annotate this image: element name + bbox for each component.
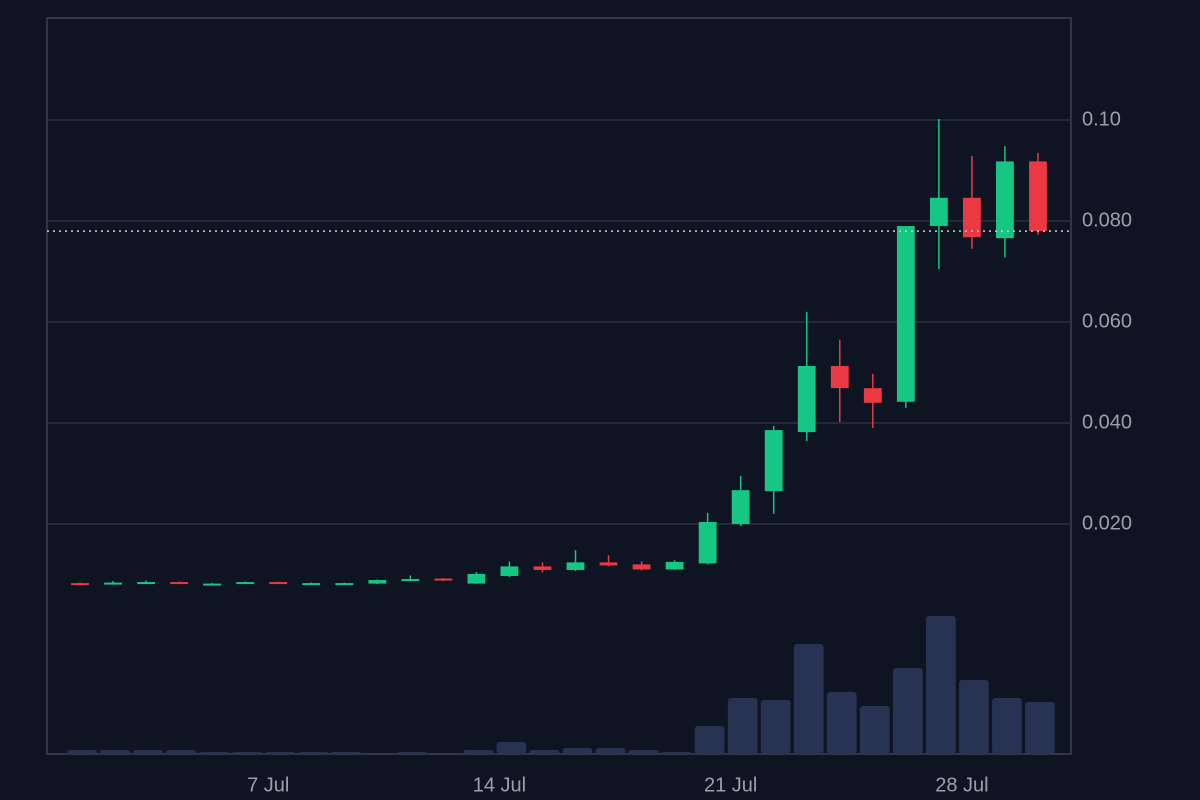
volume-bar xyxy=(694,726,725,754)
volume-bar xyxy=(959,680,989,754)
volume-bar xyxy=(100,750,130,754)
volume-bar xyxy=(926,616,956,754)
volume-bar xyxy=(595,748,626,754)
candle-body xyxy=(632,564,651,570)
x-tick-label: 7 Jul xyxy=(247,774,289,796)
candle-body xyxy=(896,226,915,402)
candle-body xyxy=(962,197,981,238)
candle-body xyxy=(929,197,948,227)
candle-body xyxy=(203,583,222,586)
candle-body xyxy=(236,582,255,585)
volume-bar xyxy=(529,750,560,754)
candle-body xyxy=(269,582,288,585)
volume-bar xyxy=(992,698,1022,754)
volume-bar xyxy=(331,752,362,754)
candle-body xyxy=(599,562,618,566)
candle-body xyxy=(137,582,156,585)
volume-bar xyxy=(859,706,890,754)
candle-body xyxy=(863,388,882,403)
volume-bar xyxy=(67,750,97,754)
volume-bar xyxy=(892,668,923,754)
volume-bar xyxy=(793,644,824,754)
y-tick-label: 0.040 xyxy=(1082,411,1132,433)
candle-body xyxy=(665,561,684,570)
candle-body xyxy=(467,573,486,584)
x-tick-label: 14 Jul xyxy=(473,774,526,796)
candle-body xyxy=(533,566,552,570)
candle-body xyxy=(401,579,420,582)
candle-body xyxy=(566,562,585,570)
y-tick-label: 0.080 xyxy=(1082,209,1132,231)
candle-body xyxy=(500,566,519,577)
volume-bar xyxy=(1025,702,1055,754)
y-tick-label: 0.020 xyxy=(1082,512,1132,534)
candle-body xyxy=(335,583,354,586)
volume-bar xyxy=(232,752,263,754)
volume-bar xyxy=(199,752,230,754)
candle-body xyxy=(71,583,89,586)
candle-body xyxy=(434,578,453,581)
volume-bar xyxy=(463,750,494,754)
volume-bar xyxy=(265,752,296,754)
volume-bar xyxy=(133,750,163,754)
y-tick-label: 0.060 xyxy=(1082,310,1132,332)
candle-body xyxy=(104,582,122,585)
x-tick-label: 21 Jul xyxy=(704,774,757,796)
candle-body xyxy=(830,365,849,389)
candle-body xyxy=(764,430,783,492)
volume-bar xyxy=(166,750,196,754)
volume-bar xyxy=(760,700,791,754)
volume-bar xyxy=(298,752,329,754)
volume-bar xyxy=(397,752,428,754)
x-tick-label: 28 Jul xyxy=(935,774,988,796)
plot-frame xyxy=(46,17,1072,755)
volume-bar xyxy=(661,752,692,754)
candle-body xyxy=(1029,161,1047,232)
candle-body xyxy=(731,490,750,524)
volume-bar xyxy=(562,748,593,754)
candle-body xyxy=(170,582,189,585)
candle-body xyxy=(698,521,717,564)
candle-body xyxy=(368,580,387,584)
volume-bar xyxy=(496,742,527,754)
candle-body xyxy=(996,161,1014,239)
volume-bar xyxy=(826,692,857,754)
candle-body xyxy=(797,365,816,433)
volume-bar xyxy=(628,750,659,754)
candle-body xyxy=(302,583,321,586)
volume-bar xyxy=(727,698,758,754)
y-tick-label: 0.10 xyxy=(1082,108,1121,130)
